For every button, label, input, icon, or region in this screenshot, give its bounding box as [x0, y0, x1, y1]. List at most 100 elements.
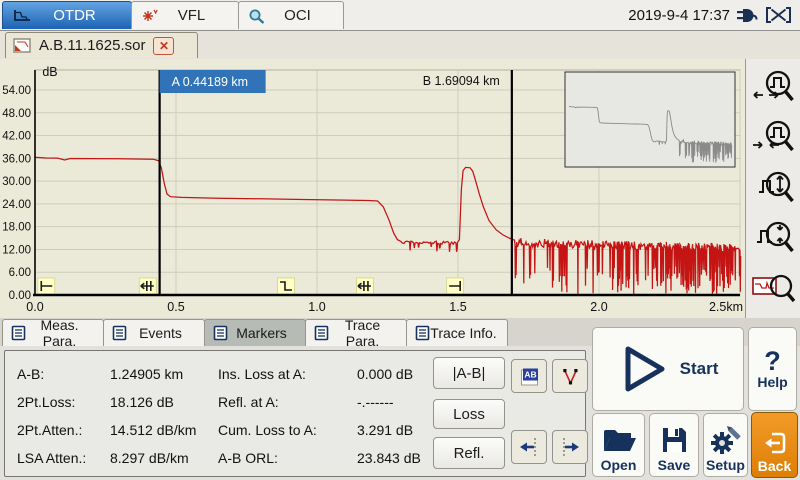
start-button[interactable]: Start: [592, 327, 744, 411]
field-label: A-B:: [17, 366, 45, 382]
marker-trace-icon: [559, 366, 582, 387]
marker-trace-button[interactable]: [552, 359, 588, 393]
field-label: Ins. Loss at A:: [218, 366, 306, 382]
y-tick-label: 0.00: [9, 290, 31, 302]
field-value: 18.126 dB: [110, 394, 174, 410]
tab-markers[interactable]: Markers: [204, 319, 306, 346]
measurement-row: 2Pt.Atten.: 14.512 dB/km Cum. Loss to A: 3.…: [5, 422, 585, 440]
arrow-right-icon: [558, 436, 582, 458]
y-axis-unit-label: dB: [42, 65, 57, 79]
marker-a-label-box: [159, 70, 266, 93]
save-button-label: Save: [657, 457, 691, 473]
event-glyph-end: [449, 281, 461, 291]
tab-oci[interactable]: OCI: [238, 1, 344, 29]
tab-meas-para[interactable]: Meas. Para.: [2, 317, 104, 349]
vfl-laser-icon: [141, 8, 159, 24]
event-glyph-reflective: [357, 281, 371, 291]
field-value: 14.512 dB/km: [110, 422, 197, 438]
zoom-horizontal-in-button[interactable]: [750, 116, 796, 158]
marker-a-label: A 0.44189 km: [172, 75, 248, 89]
tab-label: Trace Para.: [344, 317, 381, 349]
measurement-row: A-B: 1.24905 km Ins. Loss at A: 0.000 dB: [5, 366, 585, 384]
tab-vfl[interactable]: VFL: [131, 1, 239, 29]
zoom-vertical-in-button[interactable]: [750, 216, 796, 258]
tab-label: Markers: [236, 325, 287, 341]
file-tab-label: A.B.11.1625.sor: [39, 37, 146, 54]
y-tick-label: 42.00: [2, 131, 31, 143]
reflectance-button[interactable]: Refl.: [433, 437, 505, 469]
list-doc-icon: [314, 325, 329, 341]
y-tick-label: 6.00: [9, 267, 31, 279]
field-label: LSA Atten.:: [17, 450, 87, 466]
swap-ab-markers-button[interactable]: AB: [511, 359, 547, 393]
battery-missing-icon: [765, 6, 792, 24]
tab-events[interactable]: Events: [103, 319, 205, 346]
overview-trace-line: [568, 106, 733, 163]
ab-mode-button[interactable]: |A-B|: [433, 357, 505, 389]
field-label: 2Pt.Loss:: [17, 394, 76, 410]
top-mode-bar: OTDR VFL OCI: [0, 0, 800, 31]
loss-button[interactable]: Loss: [433, 399, 505, 429]
exit-back-icon: [762, 430, 788, 456]
field-label: A-B ORL:: [218, 450, 278, 466]
oci-inspect-icon: [248, 8, 266, 24]
setup-button-label: Setup: [706, 457, 745, 473]
close-icon[interactable]: ✕: [153, 36, 175, 55]
help-button-label: Help: [757, 374, 788, 390]
zoom-horizontal-out-button[interactable]: [750, 66, 796, 108]
zoom-toolbar: [745, 59, 800, 319]
play-icon: [618, 341, 668, 397]
event-glyph-reflective: [140, 281, 154, 291]
list-doc-icon: [213, 325, 228, 341]
file-tab[interactable]: A.B.11.1625.sor ✕: [5, 32, 198, 58]
list-doc-icon: [415, 325, 430, 341]
x-tick-label: 0.0: [26, 300, 43, 314]
otdr-trace-icon: [12, 8, 32, 23]
field-value: 3.291 dB: [357, 422, 414, 438]
help-button[interactable]: ? Help: [748, 327, 797, 411]
open-button[interactable]: Open: [592, 413, 645, 477]
field-label: Refl. at A:: [218, 394, 279, 410]
start-button-label: Start: [679, 359, 719, 378]
measurement-row: LSA Atten.: 8.297 dB/km A-B ORL: 23.843 dB: [5, 450, 585, 468]
list-doc-icon: [112, 325, 127, 341]
status-area: 2019-9-4 17:37: [628, 0, 792, 30]
move-marker-left-button[interactable]: [511, 430, 547, 464]
event-icon-loss[interactable]: [277, 277, 295, 295]
tab-otdr[interactable]: OTDR: [2, 1, 132, 29]
otdr-trace-chart[interactable]: 54.00 48.00 42.00 36.00 30.00 24.00 18.00 12.00…: [0, 59, 745, 319]
save-button[interactable]: Save: [649, 413, 699, 477]
y-tick-label: 36.00: [2, 153, 31, 165]
tab-otdr-label: OTDR: [53, 7, 96, 24]
tab-trace-para[interactable]: Trace Para.: [305, 317, 407, 349]
setup-button[interactable]: Setup: [703, 413, 748, 477]
folder-open-icon: [600, 425, 638, 455]
gear-pen-setup-icon: [709, 425, 743, 455]
clock: 2019-9-4 17:37: [628, 6, 730, 24]
x-tick-label: 2.5km: [709, 300, 743, 314]
otdr-trace-line: [34, 156, 742, 295]
tab-trace-info[interactable]: Trace Info.: [406, 319, 508, 346]
open-button-label: Open: [600, 457, 637, 473]
floppy-save-icon: [659, 425, 689, 455]
y-tick-label: 30.00: [2, 176, 31, 188]
ac-power-plug-icon: [737, 6, 758, 25]
field-value: 8.297 dB/km: [110, 450, 189, 466]
svg-text:AB: AB: [524, 369, 536, 379]
y-tick-label: 12.00: [2, 244, 31, 256]
event-glyph-loss: [279, 281, 292, 291]
x-tick-label: 2.0: [590, 300, 607, 314]
move-marker-right-button[interactable]: [552, 430, 588, 464]
field-label: Cum. Loss to A:: [218, 422, 317, 438]
tab-label: Meas. Para.: [40, 317, 79, 349]
field-label: 2Pt.Atten.:: [17, 422, 83, 438]
back-button[interactable]: Back: [751, 412, 798, 478]
trace-file-icon: [13, 38, 31, 53]
back-button-label: Back: [757, 458, 792, 474]
zoom-vertical-out-button[interactable]: [750, 166, 796, 208]
measurement-row: 2Pt.Loss: 18.126 dB Refl. at A: -.------: [5, 394, 585, 412]
question-mark-icon: ?: [764, 346, 781, 376]
arrow-left-icon: [517, 436, 541, 458]
zoom-full-trace-button[interactable]: [750, 266, 796, 308]
